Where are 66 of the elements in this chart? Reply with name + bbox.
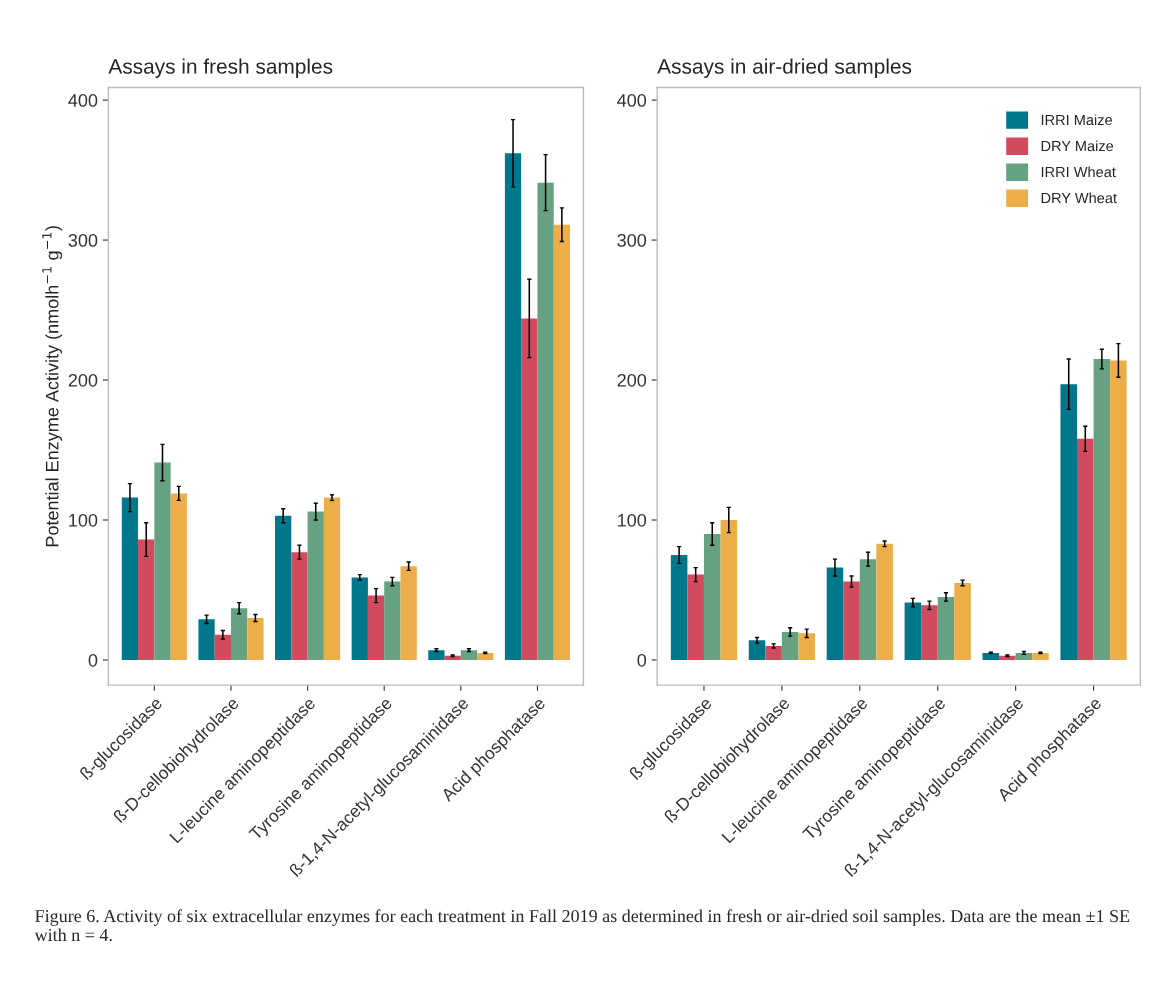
- y-tick-label: 0: [637, 653, 647, 667]
- bar: [904, 602, 922, 660]
- bar: [521, 318, 538, 660]
- bar: [247, 617, 264, 660]
- chart-title: Assays in fresh samples: [108, 58, 333, 78]
- bar: [670, 554, 688, 660]
- bar: [275, 515, 292, 660]
- legend-label: DRY Maize: [1041, 140, 1114, 152]
- y-tick-label: 300: [68, 233, 98, 247]
- bar: [703, 533, 721, 660]
- bar: [537, 182, 554, 660]
- bar: [826, 567, 844, 660]
- bar: [937, 596, 955, 660]
- bar: [843, 581, 860, 660]
- bar: [400, 566, 417, 660]
- bar: [428, 650, 445, 660]
- bar: [859, 559, 877, 660]
- bar: [1032, 652, 1049, 660]
- y-tick-label: 100: [618, 513, 647, 527]
- bar: [982, 652, 1000, 660]
- bar: [154, 462, 171, 660]
- bar: [170, 493, 187, 660]
- bar: [876, 543, 893, 660]
- y-tick-label: 0: [88, 653, 98, 667]
- bar: [367, 595, 385, 660]
- y-tick-label: 100: [69, 513, 98, 527]
- bar: [138, 539, 155, 660]
- y-tick-label: 400: [617, 94, 647, 107]
- legend-label: IRRI Wheat: [1041, 166, 1116, 178]
- bar: [307, 511, 324, 660]
- bar: [1015, 652, 1033, 660]
- bar: [198, 619, 215, 660]
- bar: [1110, 360, 1127, 660]
- chart-title: Assays in air-dried samples: [657, 58, 912, 78]
- bar: [553, 224, 571, 660]
- y-axis-title: Potential Enzyme Activity (nmolh$^{−1}$ g$^{−1}$): [42, 226, 63, 547]
- bar: [291, 552, 308, 660]
- bar: [720, 519, 738, 660]
- y-tick-label: 200: [617, 373, 647, 387]
- y-tick-label: 300: [617, 233, 647, 247]
- bar: [1093, 359, 1111, 660]
- bar: [748, 640, 766, 660]
- bar: [460, 650, 478, 660]
- bar: [1060, 384, 1078, 660]
- bar: [477, 652, 494, 660]
- bar: [384, 581, 401, 660]
- bar: [121, 497, 139, 660]
- bar: [351, 577, 368, 660]
- bar: [954, 582, 971, 660]
- bar: [504, 153, 522, 660]
- bar: [687, 574, 704, 660]
- caption: Figure 6. Activity of six extracellular enzymes for each treatment in Fall 2019 as determined in fresh or air-dried soil samples. Data are the mean ±1 SE with n = 4.: [34, 909, 1130, 942]
- bar: [765, 645, 782, 660]
- bar: [921, 605, 938, 660]
- bar: [798, 633, 815, 660]
- bar: [999, 655, 1016, 660]
- legend-label: IRRI Maize: [1041, 114, 1112, 126]
- bar: [1077, 438, 1094, 660]
- bar: [444, 655, 461, 660]
- bar: [323, 497, 341, 660]
- bar: [781, 631, 799, 660]
- y-tick-label: 200: [68, 373, 98, 387]
- y-tick-label: 400: [68, 94, 98, 107]
- bar: [230, 608, 248, 660]
- legend-label: DRY Wheat: [1041, 192, 1117, 204]
- bar: [214, 634, 231, 660]
